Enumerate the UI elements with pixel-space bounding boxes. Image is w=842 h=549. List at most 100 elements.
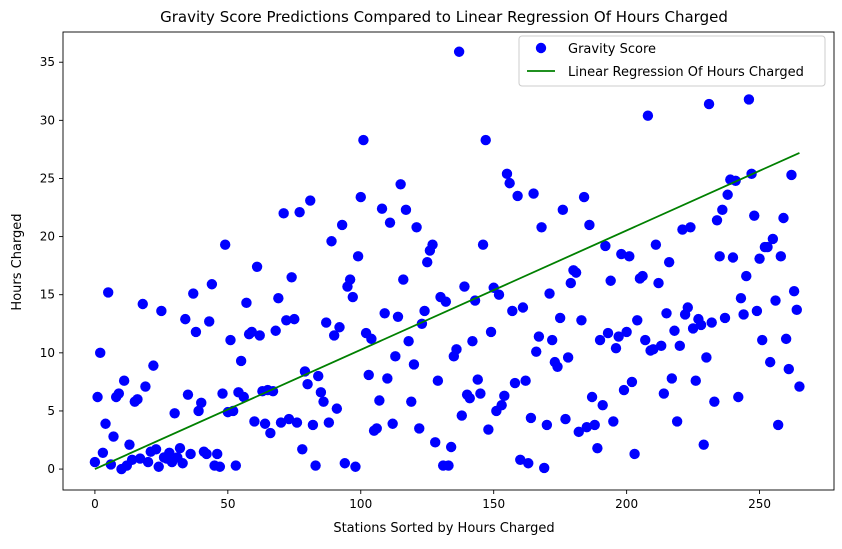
data-point xyxy=(169,408,180,419)
data-point xyxy=(430,437,441,448)
x-tick-label: 200 xyxy=(615,497,638,511)
data-point xyxy=(422,256,433,268)
data-point xyxy=(751,305,763,317)
legend: Gravity Score Linear Regression Of Hours… xyxy=(518,35,826,87)
data-point xyxy=(706,317,717,328)
data-point xyxy=(456,410,467,421)
legend-marker-gravity-score xyxy=(535,42,547,54)
data-point xyxy=(230,460,242,471)
data-point xyxy=(499,390,510,402)
data-point xyxy=(554,312,566,324)
data-point xyxy=(347,291,358,303)
data-point xyxy=(685,222,696,233)
data-point xyxy=(764,356,776,368)
data-point xyxy=(523,458,534,469)
data-point xyxy=(632,315,643,326)
data-point xyxy=(180,313,191,325)
data-point xyxy=(648,344,659,355)
data-point xyxy=(307,419,319,431)
data-point xyxy=(387,418,398,429)
data-point xyxy=(772,419,784,431)
data-point xyxy=(709,396,720,407)
data-point xyxy=(278,208,289,219)
data-point xyxy=(637,270,648,282)
data-point xyxy=(493,289,505,300)
data-point xyxy=(126,454,138,465)
data-point xyxy=(557,204,569,216)
data-point xyxy=(395,179,406,190)
data-point xyxy=(384,217,396,228)
data-point xyxy=(650,239,662,250)
data-point xyxy=(432,375,444,386)
data-point xyxy=(118,375,130,386)
data-point xyxy=(246,326,257,338)
plot-frame xyxy=(62,31,835,491)
data-point xyxy=(570,267,582,278)
data-point xyxy=(323,417,335,428)
data-point xyxy=(321,317,332,328)
data-point xyxy=(411,222,422,233)
data-point xyxy=(780,333,792,345)
data-point xyxy=(687,323,699,334)
data-point xyxy=(743,94,755,105)
data-point xyxy=(586,391,598,403)
data-point xyxy=(504,177,515,189)
data-point xyxy=(496,399,507,411)
data-point xyxy=(148,360,159,371)
data-point xyxy=(445,441,457,453)
data-point xyxy=(196,397,207,409)
data-point xyxy=(414,423,425,434)
data-point xyxy=(507,305,518,317)
data-point xyxy=(182,389,194,400)
data-point xyxy=(214,461,226,472)
data-point xyxy=(95,347,106,359)
x-axis-label: Stations Sorted by Hours Charged xyxy=(333,521,554,536)
data-point xyxy=(310,460,321,471)
data-point xyxy=(100,418,111,429)
data-point xyxy=(749,210,760,221)
data-point xyxy=(453,46,465,57)
y-tick-label: 0 xyxy=(47,462,55,476)
data-point xyxy=(331,403,343,414)
data-point xyxy=(440,296,452,307)
data-point xyxy=(140,381,151,392)
data-point xyxy=(791,304,802,316)
data-point xyxy=(757,334,768,346)
data-point xyxy=(302,379,313,390)
data-point xyxy=(318,396,329,407)
data-point xyxy=(770,295,781,306)
data-point xyxy=(778,212,789,224)
data-point xyxy=(674,340,685,352)
data-point xyxy=(682,302,693,313)
data-point xyxy=(103,287,114,298)
data-point xyxy=(741,270,752,282)
data-point xyxy=(275,417,287,428)
data-point xyxy=(315,387,327,398)
data-point xyxy=(291,417,303,428)
data-point xyxy=(408,359,420,370)
axes: 0 50 100 150 200 250 0 5 10 15 20 25 30 35 xyxy=(40,31,835,511)
data-point xyxy=(358,134,369,146)
data-point xyxy=(775,251,787,262)
data-point xyxy=(254,330,265,341)
data-point xyxy=(467,336,478,347)
data-point xyxy=(533,331,545,342)
data-point xyxy=(640,334,651,346)
data-point xyxy=(201,448,212,460)
data-point xyxy=(132,394,143,405)
data-point xyxy=(727,252,739,263)
data-point xyxy=(546,334,558,346)
data-point xyxy=(328,330,340,341)
y-tick-label: 15 xyxy=(40,288,55,302)
data-point xyxy=(459,281,470,292)
data-point xyxy=(655,340,667,352)
data-point xyxy=(313,370,324,382)
data-point xyxy=(451,344,462,355)
data-point xyxy=(602,327,614,339)
data-point xyxy=(762,241,773,253)
data-point xyxy=(717,204,728,216)
data-point xyxy=(584,219,595,231)
data-point xyxy=(642,110,654,121)
data-point xyxy=(392,311,404,322)
